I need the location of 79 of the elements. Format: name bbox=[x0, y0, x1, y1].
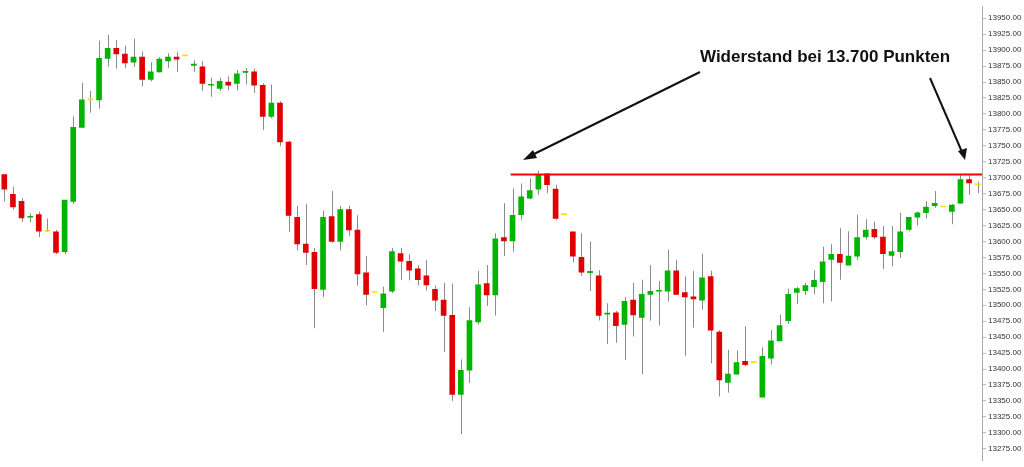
candlestick bbox=[147, 61, 154, 82]
y-tick-label: 13350.00 bbox=[988, 396, 1022, 406]
candlestick bbox=[406, 253, 412, 281]
y-tick-label: 13300.00 bbox=[988, 427, 1022, 437]
candlestick bbox=[483, 264, 490, 307]
candlestick bbox=[621, 296, 628, 361]
candlestick bbox=[949, 203, 955, 225]
candlestick bbox=[664, 249, 671, 302]
candlestick bbox=[638, 279, 645, 375]
candlestick bbox=[681, 276, 688, 357]
candlestick bbox=[854, 214, 860, 261]
candlestick bbox=[363, 255, 369, 306]
candlestick bbox=[699, 253, 705, 311]
candlestick bbox=[837, 227, 843, 281]
candlestick bbox=[742, 325, 748, 367]
y-tick-label: 13425.00 bbox=[988, 348, 1022, 358]
candlestick bbox=[897, 212, 903, 259]
candlestick bbox=[53, 229, 59, 255]
candlestick bbox=[346, 205, 352, 237]
y-tick-label: 13725.00 bbox=[988, 156, 1022, 166]
candlestick bbox=[501, 202, 507, 257]
candlestick bbox=[1, 174, 8, 202]
candlestick bbox=[768, 329, 774, 366]
candlestick bbox=[828, 243, 835, 302]
y-tick-label: 13875.00 bbox=[988, 61, 1022, 71]
candlestick bbox=[888, 225, 895, 267]
candlestick bbox=[113, 39, 120, 70]
y-tick-label: 13400.00 bbox=[988, 364, 1022, 374]
candlestick bbox=[208, 77, 214, 98]
candlestick bbox=[613, 310, 619, 344]
y-tick-label: 13275.00 bbox=[988, 443, 1022, 453]
y-tick-label: 13375.00 bbox=[988, 380, 1022, 390]
y-tick-label: 13650.00 bbox=[988, 204, 1022, 214]
y-tick-label: 13475.00 bbox=[988, 316, 1022, 326]
candlestick bbox=[811, 269, 817, 295]
candlestick bbox=[302, 203, 309, 266]
y-tick-label: 13450.00 bbox=[988, 332, 1022, 342]
candlestick bbox=[518, 182, 524, 221]
y-tick-label: 13625.00 bbox=[988, 220, 1022, 230]
y-tick-label: 13500.00 bbox=[988, 300, 1022, 310]
annotation: Widerstand bei 13.700 Punkten bbox=[700, 47, 951, 67]
y-tick-label: 13750.00 bbox=[988, 141, 1022, 151]
y-tick-label: 13775.00 bbox=[988, 125, 1022, 135]
candlestick bbox=[190, 59, 197, 73]
candlestick bbox=[647, 264, 654, 322]
y-tick-label: 13850.00 bbox=[988, 77, 1022, 87]
candlestick bbox=[35, 211, 42, 238]
y-tick-label: 13525.00 bbox=[988, 284, 1022, 294]
y-tick-label: 13675.00 bbox=[988, 188, 1022, 198]
candlestick bbox=[104, 34, 111, 68]
candlestick bbox=[880, 225, 886, 270]
y-tick-label: 13800.00 bbox=[988, 109, 1022, 119]
y-tick-label: 13325.00 bbox=[988, 412, 1022, 422]
candlestick bbox=[251, 68, 257, 94]
candlestick bbox=[414, 264, 421, 286]
candlestick bbox=[122, 45, 128, 69]
candlestick bbox=[380, 286, 387, 333]
y-tick-label: 13600.00 bbox=[988, 236, 1022, 246]
candlestick bbox=[656, 280, 662, 327]
candlestick bbox=[234, 69, 240, 91]
y-tick-label: 13575.00 bbox=[988, 252, 1022, 262]
y-tick-label: 13825.00 bbox=[988, 93, 1022, 103]
candlestick bbox=[397, 247, 404, 281]
candlestick bbox=[526, 177, 533, 200]
candlestick bbox=[199, 60, 206, 92]
candlestick bbox=[10, 186, 16, 211]
candlestick bbox=[725, 349, 731, 394]
candlestick bbox=[630, 282, 636, 337]
candlestick bbox=[862, 218, 869, 241]
candlestick bbox=[139, 50, 145, 88]
y-tick-label: 13950.00 bbox=[988, 13, 1022, 23]
y-tick-label: 13700.00 bbox=[988, 172, 1022, 182]
candlestick bbox=[130, 38, 137, 68]
y-tick-label: 13925.00 bbox=[988, 29, 1022, 39]
candlestick bbox=[561, 213, 568, 216]
y-tick-label: 13550.00 bbox=[988, 268, 1022, 278]
candlestick bbox=[587, 240, 593, 292]
y-tick-label: 13900.00 bbox=[988, 45, 1022, 55]
candlestick bbox=[432, 284, 438, 312]
